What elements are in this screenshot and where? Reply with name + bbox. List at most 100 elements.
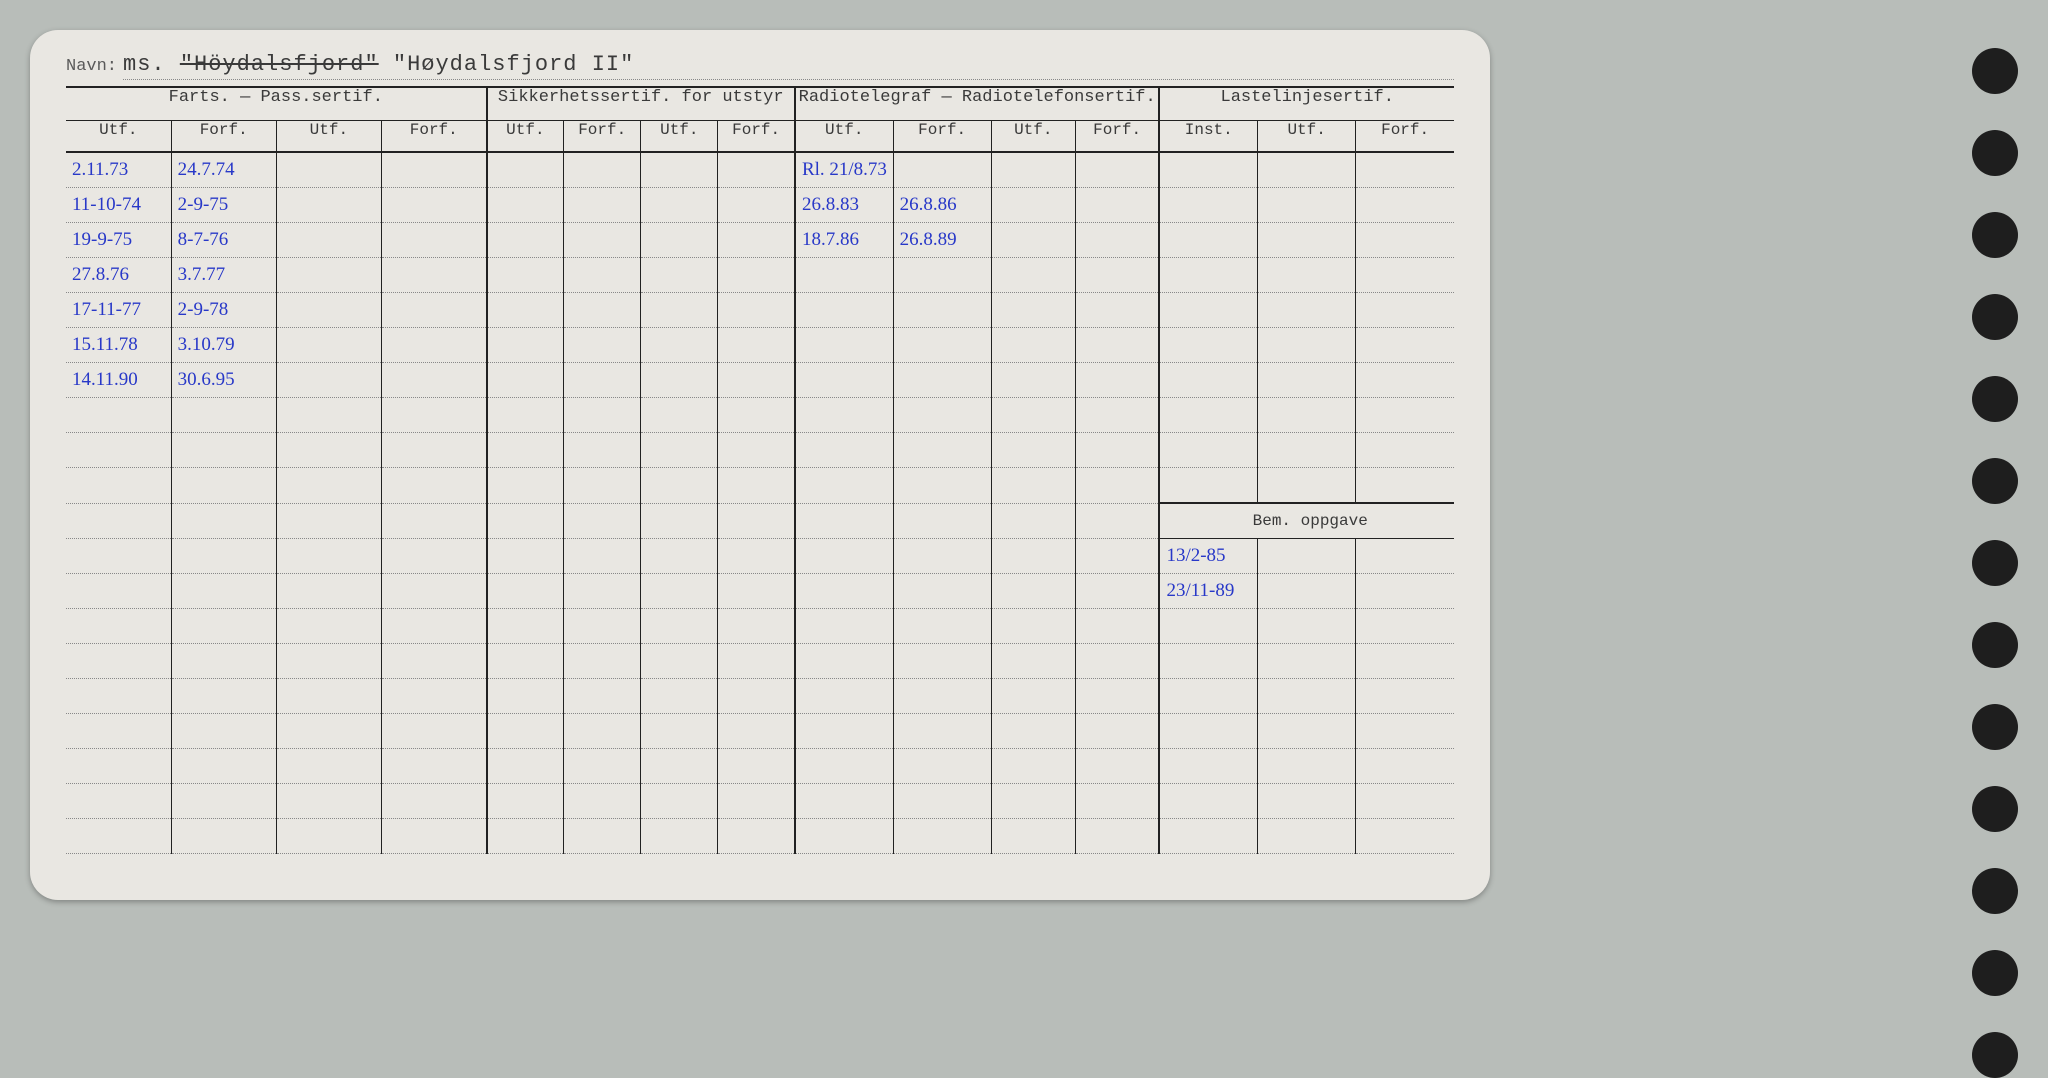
col-forf: Forf. [1075, 121, 1159, 153]
cell [276, 328, 381, 363]
cell [381, 223, 486, 258]
cell [641, 398, 718, 433]
col-utf: Utf. [276, 121, 381, 153]
cell [564, 188, 641, 223]
cell [718, 433, 795, 468]
cell [66, 574, 171, 609]
cell [381, 258, 486, 293]
cell [893, 468, 991, 504]
cell [1258, 398, 1356, 433]
cell [276, 819, 381, 854]
cell [1159, 223, 1257, 258]
cell [795, 258, 893, 293]
cell [66, 679, 171, 714]
cell [641, 293, 718, 328]
cell [795, 328, 893, 363]
cell [1258, 609, 1356, 644]
cell [795, 749, 893, 784]
cell [1356, 644, 1454, 679]
cell [718, 468, 795, 504]
cell [1159, 784, 1257, 819]
cell [795, 433, 893, 468]
cell [893, 784, 991, 819]
cell [1258, 223, 1356, 258]
cell [1075, 223, 1159, 258]
cell [1075, 609, 1159, 644]
cell [1075, 819, 1159, 854]
cell [641, 258, 718, 293]
cell [1258, 258, 1356, 293]
cell [893, 293, 991, 328]
table-row [66, 398, 1454, 433]
cell [1075, 468, 1159, 504]
table-row: 11-10-742-9-7526.8.8326.8.86 [66, 188, 1454, 223]
cell [564, 258, 641, 293]
cell [991, 223, 1075, 258]
cell [641, 574, 718, 609]
cell [487, 363, 564, 398]
table-row [66, 468, 1454, 504]
cell [1159, 293, 1257, 328]
cell [1159, 819, 1257, 854]
section-header-row: Farts. — Pass.sertif. Sikkerhetssertif. … [66, 88, 1454, 121]
cell [795, 784, 893, 819]
cell [381, 644, 486, 679]
cell [1356, 363, 1454, 398]
cell [718, 503, 795, 539]
cell [795, 398, 893, 433]
cell [1356, 539, 1454, 574]
cell: 8-7-76 [171, 223, 276, 258]
cell [1258, 468, 1356, 504]
table-row [66, 784, 1454, 819]
cell [641, 644, 718, 679]
cell [1075, 328, 1159, 363]
cell [276, 609, 381, 644]
cell [1356, 152, 1454, 188]
name-struck: "Höydalsfjord" [180, 52, 379, 77]
col-utf: Utf. [1258, 121, 1356, 153]
cell [487, 223, 564, 258]
cell [66, 539, 171, 574]
cell [276, 539, 381, 574]
cell [487, 609, 564, 644]
cell [718, 328, 795, 363]
table-row: 27.8.763.7.77 [66, 258, 1454, 293]
binder-hole [1972, 786, 2018, 832]
cell [1356, 714, 1454, 749]
cell [1356, 574, 1454, 609]
cell [171, 644, 276, 679]
cell [641, 714, 718, 749]
binder-holes [1972, 48, 2018, 1078]
cell [795, 574, 893, 609]
table-row [66, 714, 1454, 749]
cell [381, 152, 486, 188]
cell [1075, 784, 1159, 819]
cell [276, 152, 381, 188]
cell [171, 503, 276, 539]
cell [171, 819, 276, 854]
cell [1159, 258, 1257, 293]
cell [487, 819, 564, 854]
table-row: 13/2-85 [66, 539, 1454, 574]
table-row: 23/11-89 [66, 574, 1454, 609]
col-forf: Forf. [564, 121, 641, 153]
cell [564, 714, 641, 749]
col-forf: Forf. [381, 121, 486, 153]
cell [718, 749, 795, 784]
cell [641, 749, 718, 784]
cell [1356, 819, 1454, 854]
cell [1159, 468, 1257, 504]
cell [171, 784, 276, 819]
cell [641, 784, 718, 819]
cell [564, 152, 641, 188]
cell [1258, 293, 1356, 328]
cell [66, 784, 171, 819]
cell [1075, 749, 1159, 784]
cell [171, 714, 276, 749]
cell [564, 749, 641, 784]
section-sikker: Sikkerhetssertif. for utstyr [487, 88, 795, 121]
cell [1075, 433, 1159, 468]
binder-hole [1972, 704, 2018, 750]
cell [564, 293, 641, 328]
binder-hole [1972, 622, 2018, 668]
